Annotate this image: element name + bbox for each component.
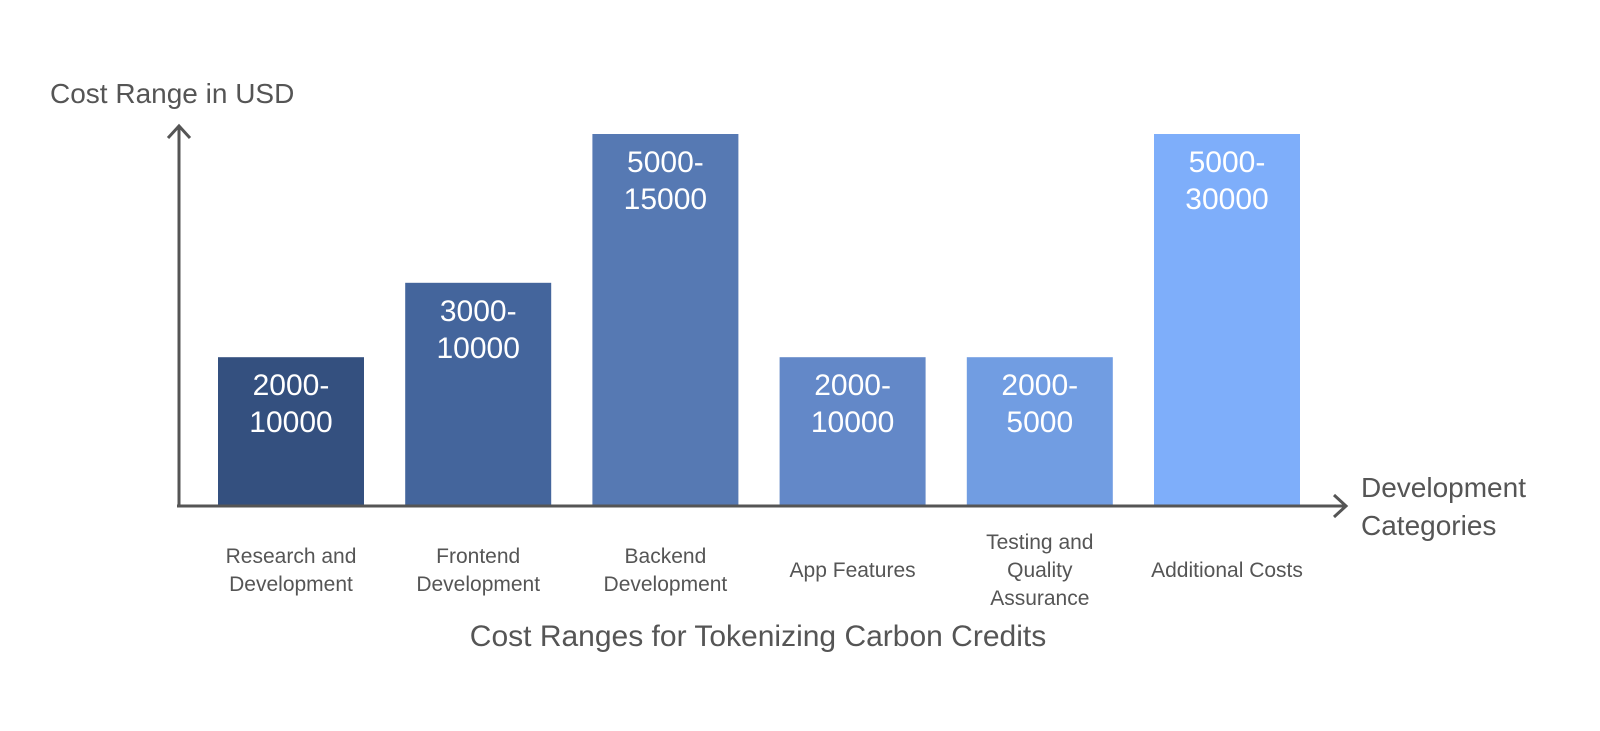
x-tick-label-line: Development <box>229 573 353 596</box>
x-tick-label-line: Development <box>604 573 728 596</box>
bar-value-label: 3000- 10000 <box>436 295 519 365</box>
x-tick-label: Additional Costs <box>1151 559 1303 582</box>
bar-value-label: 5000- 30000 <box>1185 146 1268 216</box>
bar-value-label-line: 2000- <box>253 369 330 402</box>
bar <box>966 357 1113 506</box>
bar <box>1154 134 1300 506</box>
x-tick-label: Backend Development <box>604 545 728 596</box>
bar <box>779 357 926 506</box>
bars-group: 2000- 10000 3000- 10000 5000- 15000 2000- 10000… <box>218 134 1300 506</box>
x-tick-label-line: Testing and <box>986 531 1093 554</box>
bar-value-label-line: 10000 <box>811 406 894 439</box>
x-tick-label-line: Assurance <box>990 587 1089 610</box>
chart-title: Cost Ranges for Tokenizing Carbon Credit… <box>470 620 1046 653</box>
bar <box>405 282 552 506</box>
bar <box>592 134 739 506</box>
x-tick-label: App Features <box>790 559 916 582</box>
x-tick-label-line: Additional Costs <box>1151 559 1303 582</box>
bar-value-label-line: 2000- <box>814 369 891 402</box>
bar-value-label-line: 10000 <box>436 332 519 365</box>
category-labels: Research and Development Frontend Developme… <box>226 531 1303 610</box>
x-tick-label-line: Backend <box>625 545 707 568</box>
x-tick-label-line: App Features <box>790 559 916 582</box>
bar-value-label-line: 5000- <box>1189 146 1266 179</box>
bar-value-label: 2000- 10000 <box>811 369 894 439</box>
y-axis-title: Cost Range in USD <box>50 78 294 109</box>
x-tick-label: Frontend Development <box>416 545 540 596</box>
bar-value-label: 2000- 5000 <box>1001 369 1078 439</box>
y-axis-line <box>166 123 192 506</box>
bar-value-label-line: 5000 <box>1006 406 1073 439</box>
x-tick-label-line: Development <box>416 573 540 596</box>
bar-value-label-line: 30000 <box>1185 183 1268 216</box>
bar-value-label-line: 10000 <box>249 406 332 439</box>
x-axis-title: Development Categories <box>1361 472 1526 541</box>
x-tick-label-line: Research and <box>226 545 357 568</box>
x-tick-label: Testing and Quality Assurance <box>986 531 1093 610</box>
x-axis-line <box>177 493 1349 519</box>
x-axis-title-line: Development <box>1361 472 1526 503</box>
x-tick-label: Research and Development <box>226 545 357 596</box>
bar-value-label-line: 3000- <box>440 295 517 328</box>
bar-value-label: 2000- 10000 <box>249 369 332 439</box>
bar <box>218 357 364 506</box>
bar-value-label-line: 15000 <box>624 183 707 216</box>
x-axis-title-line: Categories <box>1361 510 1496 541</box>
x-tick-label-line: Quality <box>1007 559 1073 582</box>
bar-value-label: 5000- 15000 <box>624 146 707 216</box>
bar-value-label-line: 5000- <box>627 146 704 179</box>
bar-value-label-line: 2000- <box>1001 369 1078 402</box>
x-tick-label-line: Frontend <box>436 545 520 568</box>
